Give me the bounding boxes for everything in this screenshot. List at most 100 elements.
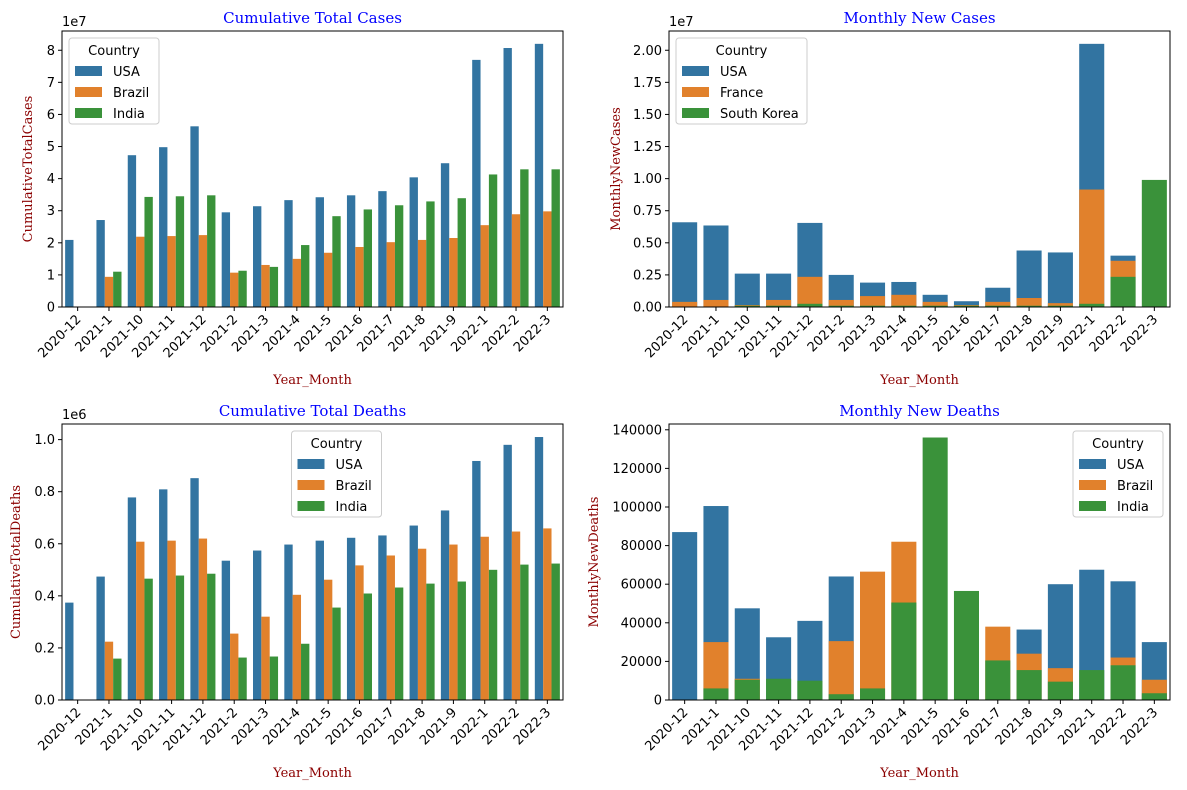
legend-label-usa: USA	[336, 458, 363, 473]
bar-usa-2021-11	[159, 489, 168, 700]
bar-india-2021-12	[207, 195, 216, 307]
bar-brazil-2021-5	[323, 579, 333, 700]
bar-india-2021-9	[457, 581, 466, 700]
bar-india-2022-3	[551, 169, 560, 307]
bar-south-korea-2021-8	[1016, 305, 1042, 307]
bar-south-korea-2021-4	[891, 305, 917, 307]
legend-title: Country	[311, 437, 363, 452]
bar-south-korea-2021-9	[1047, 305, 1073, 307]
y-tick-label: 0	[654, 694, 662, 709]
bar-france-2021-5	[922, 301, 948, 307]
bar-usa-2022-2	[503, 444, 512, 700]
legend: Country USA Brazil India	[291, 430, 382, 518]
legend-label-india: India	[336, 500, 368, 515]
y-tick-label: 0.6	[34, 537, 55, 552]
y-tick-label: 1.50	[633, 108, 662, 123]
y-axis-label: MonthlyNewDeaths	[587, 497, 602, 628]
bar-south-korea-2021-10	[734, 305, 760, 307]
legend-box	[68, 37, 160, 125]
y-offset-text: 1e6	[62, 408, 87, 423]
y-tick-label: 1.25	[633, 140, 662, 155]
bar-india-2021-4	[301, 245, 310, 307]
bar-india-2021-3	[860, 688, 886, 700]
y-tick-label: 0.00	[633, 301, 662, 316]
bar-south-korea-2021-12	[797, 303, 823, 307]
y-axis-label: CumulativeTotalDeaths	[9, 485, 24, 639]
legend-label-usa: USA	[113, 65, 140, 80]
legend-title: Country	[88, 44, 140, 59]
bar-india-2021-7	[394, 205, 404, 307]
legend-swatch-france	[682, 87, 709, 97]
bar-brazil-2022-2	[511, 531, 521, 700]
bar-usa-2021-6	[346, 195, 356, 307]
bar-brazil-2021-12	[198, 538, 208, 700]
bar-brazil-2022-2	[511, 214, 521, 307]
y-tick-label: 2.00	[633, 44, 662, 59]
bar-usa-2021-8	[1016, 250, 1042, 307]
y-tick-label: 40000	[621, 616, 662, 631]
bar-brazil-2021-2	[828, 641, 854, 700]
bar-india-2021-11	[175, 575, 185, 700]
y-tick-label: 1.75	[633, 76, 662, 91]
bar-india-2021-10	[144, 196, 153, 307]
bar-india-2021-12	[797, 680, 823, 700]
bar-usa-2021-10	[734, 273, 760, 307]
y-tick-label: 140000	[612, 423, 662, 438]
bar-usa-2021-6	[953, 301, 979, 307]
x-tick-label: 2020-12	[35, 705, 84, 754]
bar-india-2021-4	[891, 602, 917, 700]
legend: Country USA France South Korea	[675, 37, 808, 125]
bar-india-2021-7	[985, 660, 1011, 700]
bar-usa-2021-12	[190, 126, 199, 307]
bar-usa-2021-7	[378, 191, 387, 307]
legend-swatch-usa	[682, 66, 709, 76]
cumulative-total-cases-chart: 0123456782020-122021-12021-102021-112021…	[21, 9, 564, 388]
bar-brazil-2022-1	[480, 536, 489, 700]
bar-south-korea-2021-3	[860, 305, 886, 307]
bar-usa-2021-7	[378, 535, 387, 700]
bar-brazil-2021-10	[136, 236, 145, 307]
x-tick-label: 2020-12	[642, 312, 691, 361]
y-tick-label: 1	[47, 268, 55, 283]
y-tick-label: 80000	[621, 539, 662, 554]
plot-frame	[61, 423, 564, 701]
legend-box	[675, 37, 808, 125]
bar-india-2021-5	[332, 216, 341, 307]
bar-brazil-2021-11	[167, 540, 176, 700]
bar-india-2021-8	[426, 201, 435, 307]
bar-brazil-2021-7	[386, 555, 395, 700]
bar-india-2022-2	[520, 564, 529, 700]
legend-label-south-korea: South Korea	[720, 107, 799, 122]
legend: Country USA Brazil India	[68, 37, 160, 125]
bar-india-2021-6	[953, 590, 979, 700]
bar-france-2021-2	[828, 299, 854, 307]
y-tick-label: 0.75	[633, 204, 662, 219]
bar-usa-2021-2	[221, 212, 231, 307]
legend-swatch-india	[297, 501, 325, 511]
bar-france-2021-1	[703, 299, 729, 307]
legend-swatch-brazil	[297, 480, 325, 490]
y-tick-label: 20000	[621, 655, 662, 670]
bar-south-korea-2021-5	[922, 305, 948, 307]
bar-india-2021-1	[113, 658, 122, 700]
y-tick-label: 8	[47, 44, 55, 59]
bar-usa-2021-9	[440, 163, 450, 307]
bar-usa-2020-12	[672, 222, 698, 307]
chart-title: Monthly New Cases	[843, 9, 995, 27]
bar-india-2021-3	[269, 266, 279, 307]
bar-india-2021-11	[175, 196, 185, 307]
bar-usa-2021-6	[346, 537, 356, 700]
y-offset-text: 1e7	[669, 15, 694, 30]
bar-usa-2022-2	[503, 48, 512, 307]
y-tick-label: 0.0	[34, 694, 55, 709]
bar-france-2020-12	[672, 301, 698, 307]
bar-south-korea-2022-1	[1079, 303, 1105, 307]
bar-brazil-2021-2	[230, 272, 239, 307]
y-tick-label: 120000	[612, 462, 662, 477]
legend-label-brazil: Brazil	[113, 86, 149, 101]
chart-title: Cumulative Total Cases	[223, 9, 402, 27]
bar-india-2021-1	[703, 688, 729, 700]
bar-south-korea-2021-6	[953, 305, 979, 307]
legend-label-brazil: Brazil	[1117, 479, 1153, 494]
